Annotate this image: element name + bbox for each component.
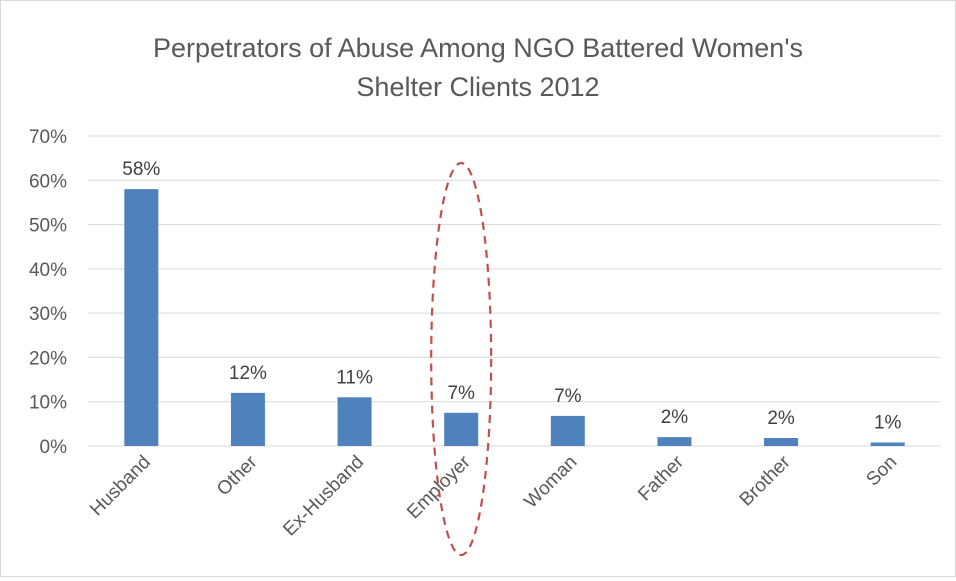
data-label: 58% [122, 159, 160, 180]
x-tick-label: Husband [86, 452, 155, 521]
data-label: 11% [336, 367, 373, 388]
y-tick-label: 20% [29, 348, 67, 369]
bar-woman [550, 415, 585, 446]
x-tick-label: Woman [520, 452, 581, 513]
y-tick-label: 50% [29, 216, 67, 237]
y-tick-label: 40% [29, 260, 67, 281]
x-tick-label: Son [862, 452, 901, 491]
data-label: 2% [767, 408, 795, 429]
bar-father [657, 437, 692, 446]
chart-title-line: Perpetrators of Abuse Among NGO Battered… [153, 33, 803, 63]
y-axis-ticks: 0% 10% 20% 30% 40% 50% 60% 70% [29, 127, 67, 458]
data-label: 1% [874, 412, 902, 433]
x-tick-label: Brother [736, 451, 795, 510]
chart-title: Perpetrators of Abuse Among NGO Battered… [153, 33, 803, 102]
bar-other [230, 392, 265, 446]
bar-brother [764, 438, 799, 446]
data-labels: 58% 12% 11% 7% 7% 2% 2% 1% [122, 159, 901, 433]
data-label: 7% [554, 386, 582, 407]
chart-title-line: Shelter Clients 2012 [356, 72, 599, 102]
annotations [430, 161, 493, 557]
data-label: 12% [229, 363, 267, 384]
data-label: 7% [447, 383, 475, 404]
y-tick-label: 70% [29, 127, 67, 148]
x-axis-ticks: Husband Other Ex-Husband Employer Woman Fathe… [86, 451, 901, 540]
x-tick-label: Employer [403, 451, 475, 523]
bar-son [870, 442, 905, 446]
x-tick-label: Ex-Husband [279, 452, 368, 541]
highlight-ellipse [430, 161, 493, 557]
y-tick-label: 10% [29, 393, 67, 414]
bars [124, 189, 905, 446]
bar-husband [124, 189, 159, 446]
y-tick-label: 30% [29, 304, 67, 325]
y-tick-label: 0% [40, 437, 68, 458]
x-tick-label: Father [634, 451, 688, 505]
x-tick-label: Other [213, 451, 262, 500]
bar-employer [444, 412, 479, 446]
gridlines [88, 135, 941, 447]
bar-ex-husband [337, 397, 372, 446]
data-label: 2% [661, 407, 689, 428]
y-tick-label: 60% [29, 171, 67, 192]
